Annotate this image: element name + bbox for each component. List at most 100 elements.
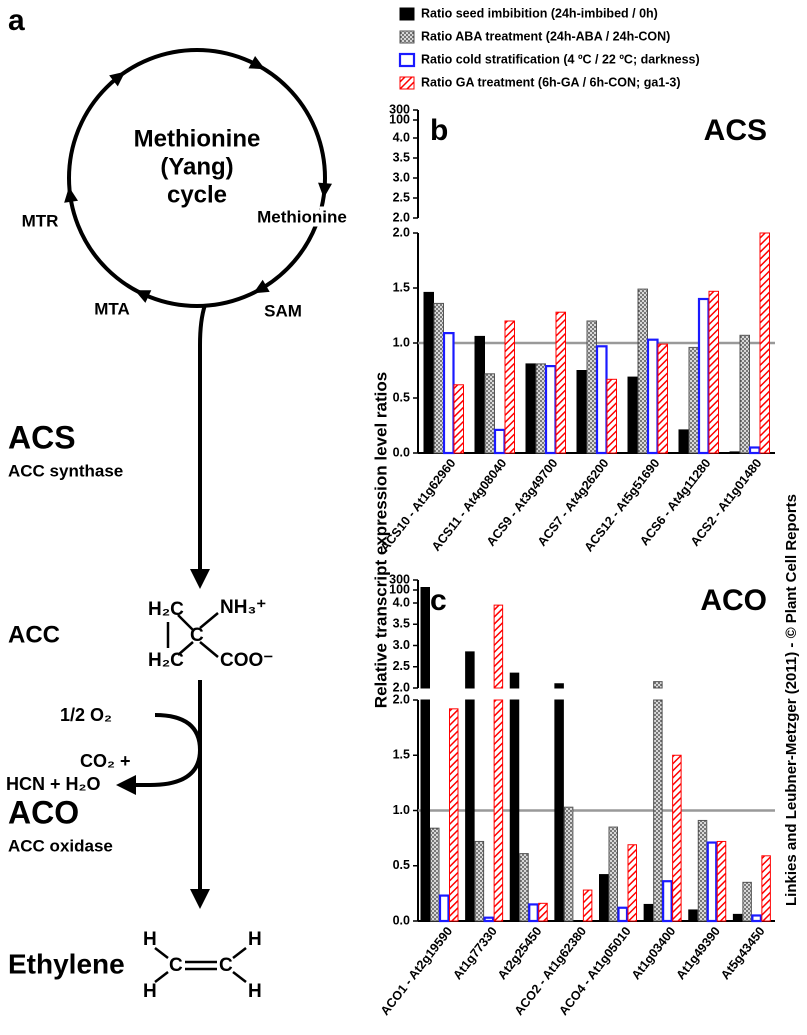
y-tick-label: 100 <box>389 112 410 126</box>
x-tick-label: At1g03400 <box>629 924 679 982</box>
legend-swatch <box>399 76 415 90</box>
atom: C <box>190 625 204 646</box>
panel-label: c <box>430 584 447 617</box>
y-axis-label: Relative transcript expression level rat… <box>371 372 390 708</box>
y-tick-label: 2.0 <box>393 680 410 694</box>
y-tick-label: 300 <box>389 102 410 116</box>
bar <box>554 699 564 922</box>
bar <box>608 826 618 922</box>
credit: Linkies and Leubner-Metzger (2011) - © P… <box>783 494 800 906</box>
bar <box>729 451 740 454</box>
bar <box>493 428 506 455</box>
y-tick-label: 0.5 <box>393 390 410 404</box>
y-tick-label: 1.0 <box>393 335 410 349</box>
atom: H₂C <box>148 650 184 671</box>
atom: H <box>143 929 157 950</box>
enzyme-name: ACS <box>8 419 76 455</box>
bar <box>465 651 475 689</box>
cycle-node: SAM <box>264 301 302 320</box>
bar <box>688 909 698 922</box>
bar <box>759 232 770 454</box>
y-tick-label: 1.5 <box>393 280 410 294</box>
bar <box>420 602 430 689</box>
bar <box>595 345 608 455</box>
atom: NH₃⁺ <box>220 597 266 618</box>
y-tick-label: 0.0 <box>393 445 410 459</box>
cycle-arrowhead <box>109 71 126 87</box>
side-arrow <box>116 713 203 795</box>
bar <box>449 708 459 922</box>
bar <box>535 363 546 454</box>
bar <box>748 446 761 455</box>
bar <box>751 914 762 923</box>
bar <box>672 754 682 922</box>
legend-label: Ratio cold stratification (4 ºC / 22 ºC;… <box>421 52 700 66</box>
y-tick-label: 4.0 <box>393 130 410 144</box>
bar <box>716 840 727 922</box>
bar <box>653 681 663 689</box>
enzyme-name: ACO <box>8 794 79 830</box>
bar <box>697 819 708 922</box>
bar <box>504 320 515 454</box>
bar <box>538 902 548 922</box>
bar <box>708 290 719 454</box>
bar <box>732 913 743 922</box>
bar <box>678 429 689 454</box>
reactant: 1/2 O₂ <box>60 705 112 725</box>
cycle-circle <box>67 48 327 308</box>
legend-swatch <box>399 30 415 44</box>
bar <box>697 297 710 455</box>
legend-label: Ratio GA treatment (6h-GA / 6h-CON; ga1-… <box>421 75 681 89</box>
bar <box>438 894 450 923</box>
chart-title: ACS <box>704 114 767 147</box>
y-tick-label: 100 <box>389 582 410 596</box>
bar <box>617 906 629 923</box>
bar <box>442 332 455 455</box>
bar <box>484 373 495 454</box>
x-tick-label: ACO1 - At2g19590 <box>378 924 455 1018</box>
enzyme-full-name: ACC oxidase <box>8 836 113 855</box>
atom: H <box>143 981 157 1002</box>
acc-label: ACC <box>8 621 60 648</box>
enzyme-full-name: ACC synthase <box>8 461 123 480</box>
bar <box>646 338 659 455</box>
bar <box>761 855 771 922</box>
bar <box>465 699 475 922</box>
cycle-node: MTA <box>94 299 130 318</box>
cycle-arrowhead <box>64 186 79 203</box>
bar <box>599 874 609 922</box>
bar <box>453 384 464 454</box>
y-tick-label: 1.0 <box>393 803 410 817</box>
atom: COO⁻ <box>220 650 273 671</box>
bar <box>627 376 638 454</box>
bar <box>509 699 520 922</box>
bar <box>493 699 504 922</box>
bar <box>657 343 668 454</box>
product: HCN + H₂O <box>6 774 101 794</box>
bar <box>420 699 430 922</box>
bar <box>430 827 440 922</box>
x-tick-label: At2g25450 <box>495 924 545 982</box>
bar <box>739 334 750 454</box>
y-tick-label: 3.0 <box>393 170 410 184</box>
cycle-node: Methionine <box>257 207 347 226</box>
bar <box>509 672 520 689</box>
y-tick-label: 2.0 <box>393 225 410 239</box>
pathway-diagram: a Methionine (Yang) cycle Methionine SAM… <box>6 4 351 1002</box>
bar <box>653 699 663 922</box>
bar <box>742 881 752 922</box>
atom: H <box>248 981 262 1002</box>
atom: C <box>219 955 233 976</box>
panel-label: b <box>430 114 448 147</box>
cycle-title: Methionine <box>134 125 261 152</box>
panel-label: a <box>8 4 25 37</box>
chart-title: ACO <box>700 584 767 617</box>
ethylene-label: Ethylene <box>8 948 125 979</box>
acs-arrow <box>190 304 210 589</box>
bar <box>555 311 566 454</box>
bar <box>582 889 593 922</box>
atom: H <box>248 929 262 950</box>
legend-swatch <box>399 7 415 21</box>
bar <box>474 840 485 922</box>
